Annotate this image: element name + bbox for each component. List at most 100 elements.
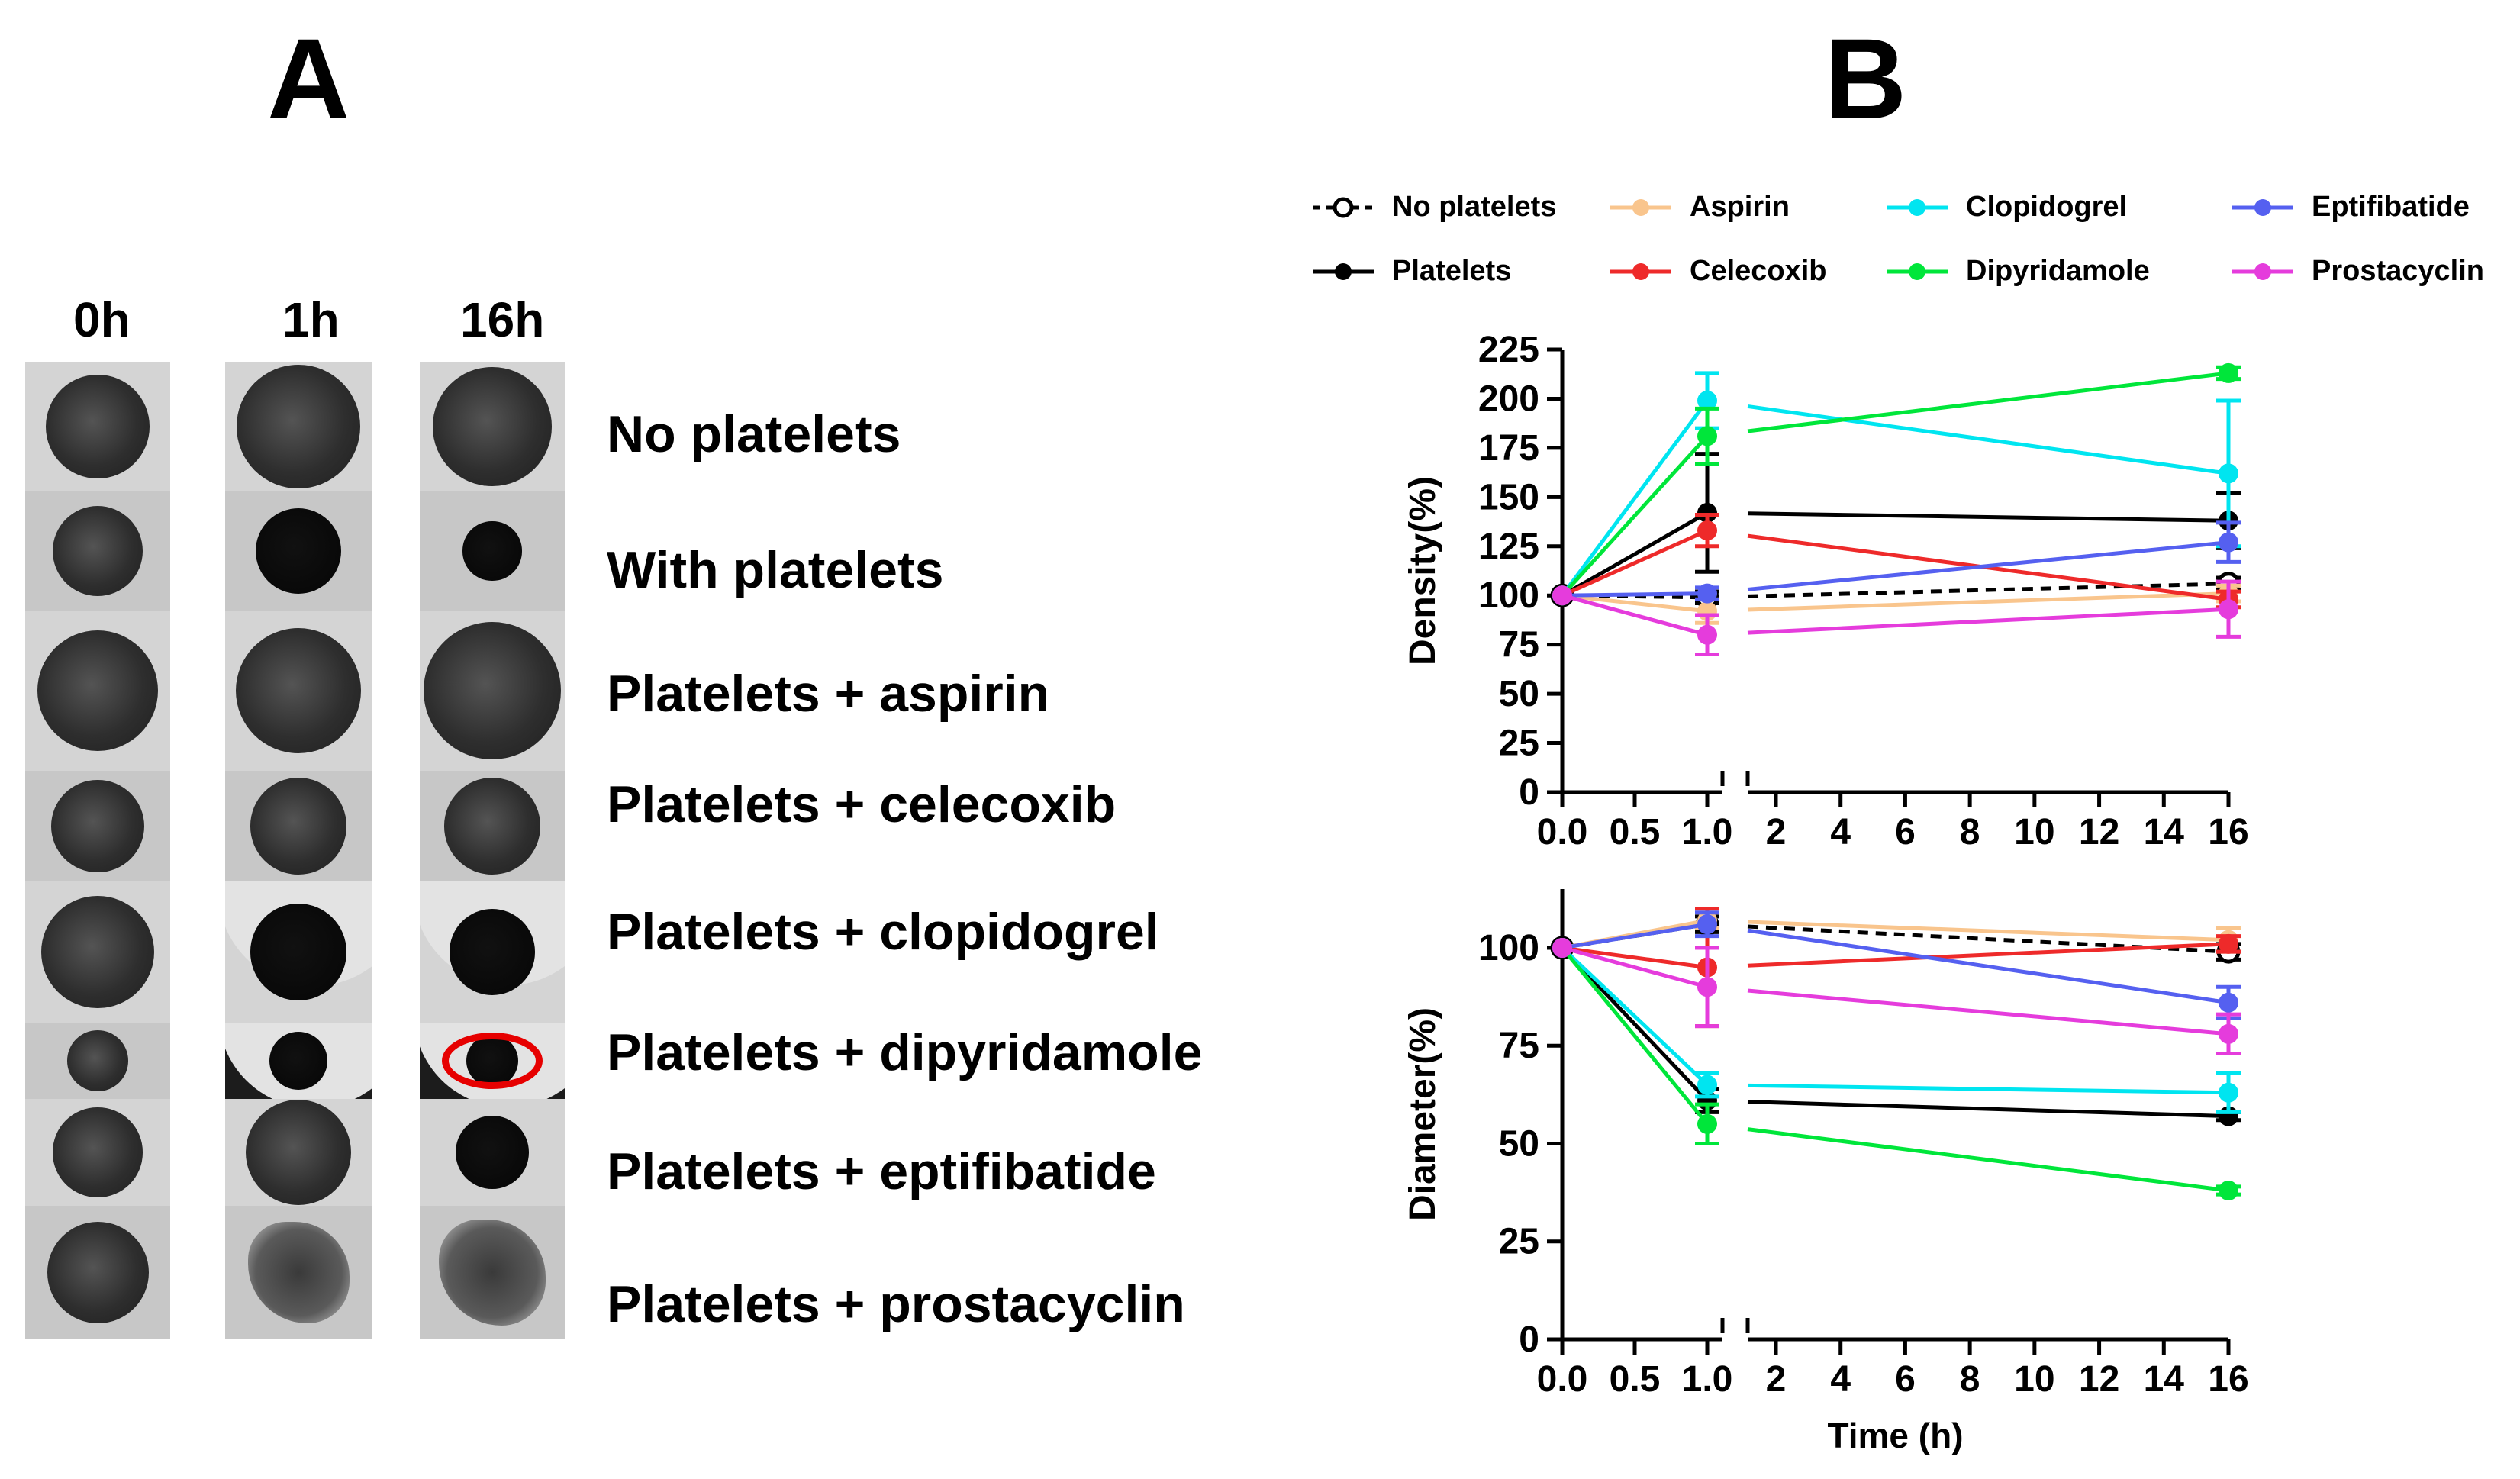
cell-spheroid <box>237 365 360 488</box>
y-tick-label: 100 <box>1478 575 1539 616</box>
series-line <box>1747 920 2229 942</box>
series-line <box>1747 540 2229 591</box>
cell-spheroid <box>269 1032 327 1090</box>
series-line <box>1747 1100 2229 1119</box>
x-tick-label: 12 <box>2079 1359 2119 1400</box>
well-image <box>25 881 170 1023</box>
data-point <box>2219 532 2238 553</box>
data-point <box>2219 362 2238 383</box>
legend-label: No platelets <box>1392 191 1557 223</box>
well-image <box>25 362 170 491</box>
well-image <box>420 771 565 881</box>
time-label-0h: 0h <box>73 292 131 347</box>
series-line <box>1747 924 2229 954</box>
y-tick-label: 0 <box>1519 772 1539 813</box>
legend-marker-icon <box>2232 263 2293 280</box>
data-point <box>1552 937 1572 958</box>
y-tick-label: 50 <box>1499 674 1539 714</box>
data-point <box>2219 599 2238 620</box>
cell-spheroid <box>433 367 552 486</box>
data-point <box>2219 1023 2238 1044</box>
series-line <box>1747 928 2229 1005</box>
series-line <box>1561 946 1708 970</box>
well-image <box>225 1023 372 1099</box>
y-tick-label: 75 <box>1499 1026 1539 1066</box>
legend-marker-icon <box>1887 263 1948 280</box>
row-label-no-platelets: No platelets <box>607 405 901 463</box>
legend-label: Prostacyclin <box>2312 255 2484 287</box>
x-tick-label: 4 <box>1830 1359 1851 1400</box>
legend-label: Celecoxib <box>1690 255 1827 287</box>
legend-label: Aspirin <box>1690 191 1790 223</box>
y-tick-label: 25 <box>1499 723 1539 764</box>
cell-spheroid <box>47 1222 149 1323</box>
highlight-circle <box>442 1033 543 1089</box>
row-label-aspirin: Platelets + aspirin <box>607 665 1050 723</box>
data-point <box>1697 1075 1717 1095</box>
series-line <box>1747 988 2229 1036</box>
series-line <box>1561 946 1709 1126</box>
series-line <box>1561 593 1708 614</box>
cell-spheroid <box>67 1030 128 1091</box>
series-line <box>1747 511 2229 523</box>
panel-letter-a: A <box>267 14 350 143</box>
y-tick-label: 225 <box>1478 330 1539 370</box>
series-line <box>1561 593 1708 637</box>
data-point <box>1697 977 1717 997</box>
legend-marker-icon <box>1610 198 1671 216</box>
series-line <box>1561 511 1709 598</box>
time-label-1h: 1h <box>282 292 340 347</box>
well-image <box>420 491 565 611</box>
cell-spheroid <box>53 1107 143 1197</box>
series-line <box>1747 591 2229 612</box>
y-tick-label: 25 <box>1499 1222 1539 1262</box>
legend-marker-icon <box>1313 263 1374 280</box>
well-image <box>25 771 170 881</box>
y-tick-label: 200 <box>1478 379 1539 419</box>
series-line <box>1747 404 2229 475</box>
x-tick-label: 4 <box>1830 812 1851 852</box>
legend-item-clopidogrel: Clopidogrel <box>1887 191 2127 224</box>
cell-spheroid <box>37 630 159 752</box>
x-tick-label: 14 <box>2144 1359 2185 1400</box>
legend-item-dipyridamole: Dipyridamole <box>1887 255 2150 288</box>
cell-spheroid <box>52 505 143 597</box>
series-line <box>1747 371 2229 433</box>
data-point <box>1697 624 1717 645</box>
cell-spheroid <box>41 895 154 1009</box>
legend-item-no-platelets: No platelets <box>1313 191 1556 224</box>
data-point <box>2219 463 2238 484</box>
x-tick-label: 10 <box>2014 1359 2054 1400</box>
legend-marker-icon <box>1313 197 1374 218</box>
x-axis-label: Time (h) <box>1827 1416 1963 1455</box>
well-image <box>225 491 372 611</box>
well-image <box>25 491 170 611</box>
cell-spheroid <box>423 621 562 760</box>
cell-spheroid <box>235 627 362 754</box>
well-image <box>25 1023 170 1099</box>
well-image <box>25 1206 170 1339</box>
cell-spheroid <box>245 1099 352 1206</box>
series-line <box>1747 942 2229 968</box>
cell-spheroid <box>250 778 347 875</box>
series-line <box>1561 922 1708 950</box>
series-line <box>1747 607 2229 635</box>
well-image <box>225 1206 372 1339</box>
well-image <box>225 362 372 491</box>
row-label-dipyridamole: Platelets + dipyridamole <box>607 1023 1203 1081</box>
x-tick-label: 16 <box>2208 812 2248 852</box>
cell-spheroid <box>462 521 522 581</box>
data-point <box>1697 502 1717 523</box>
cell-spheroid <box>51 779 144 873</box>
series-line <box>1747 582 2229 598</box>
x-tick-label: 16 <box>2208 1359 2248 1400</box>
legend-item-eptifibatide: Eptifibatide <box>2232 191 2470 224</box>
data-point <box>2219 1082 2238 1103</box>
y-tick-label: 175 <box>1478 428 1539 469</box>
data-point <box>1697 426 1717 446</box>
legend-item-celecoxib: Celecoxib <box>1610 255 1827 288</box>
legend-marker-icon <box>1887 198 1948 216</box>
legend-label: Platelets <box>1392 255 1512 287</box>
data-point <box>1552 585 1572 606</box>
